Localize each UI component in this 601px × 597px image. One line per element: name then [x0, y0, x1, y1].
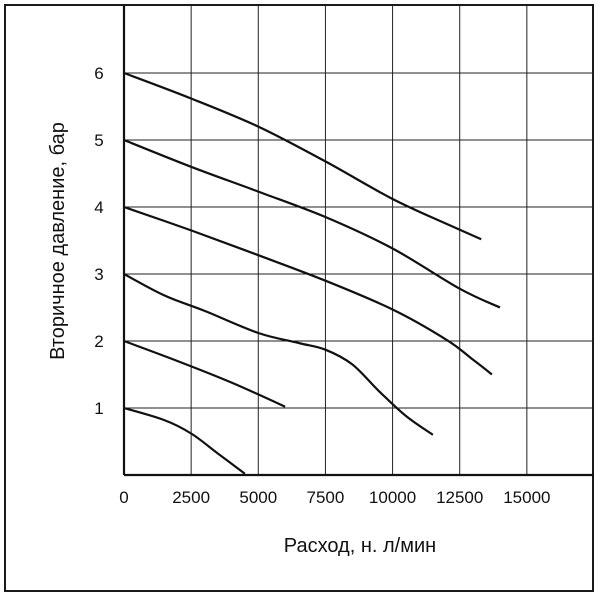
series-line-6	[123, 71, 482, 241]
x-tick-label: 2500	[172, 488, 210, 507]
y-tick-label: 6	[94, 64, 103, 83]
x-tick-label: 12500	[436, 488, 483, 507]
x-tick-label: 0	[119, 488, 128, 507]
y-axis-label: Вторичное давление, бар	[47, 122, 69, 360]
x-tick-label: 5000	[239, 488, 277, 507]
y-tick-labels: 1 2 3 4 5 6	[94, 64, 103, 418]
series-line-2	[123, 339, 286, 408]
chart-frame	[4, 4, 594, 592]
grid	[122, 6, 594, 477]
x-axis-label: Расход, н. л/мин	[284, 535, 436, 557]
series-lines	[123, 71, 501, 475]
y-tick-label: 4	[94, 198, 103, 217]
y-tick-label: 1	[94, 399, 103, 418]
series-line-3	[123, 273, 434, 436]
x-tick-label: 15000	[503, 488, 550, 507]
x-tick-label: 10000	[369, 488, 416, 507]
x-tick-label: 7500	[307, 488, 345, 507]
series-line-4	[123, 205, 493, 376]
y-tick-label: 2	[94, 332, 103, 351]
x-tick-labels: 0 2500 5000 7500 10000 12500 15000	[119, 488, 550, 507]
series-line-5	[123, 138, 501, 309]
y-tick-label: 5	[94, 131, 103, 150]
series-line-1	[123, 406, 246, 475]
y-tick-label: 3	[94, 265, 103, 284]
